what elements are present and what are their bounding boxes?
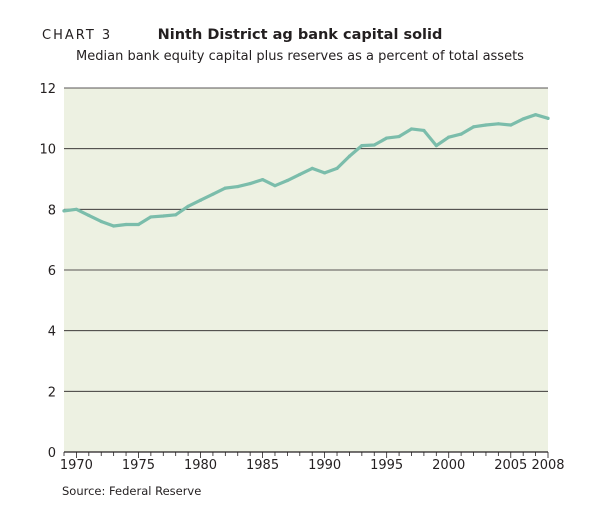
data-point	[335, 166, 339, 170]
data-point	[149, 215, 153, 219]
data-point	[99, 219, 103, 224]
data-point	[447, 135, 451, 139]
data-point	[509, 123, 513, 127]
y-tick-label: 6	[48, 264, 56, 279]
data-point	[422, 128, 426, 133]
data-point	[347, 154, 352, 158]
data-point	[360, 144, 364, 148]
chart-subtitle: Median bank equity capital plus reserves…	[76, 49, 524, 64]
data-point	[161, 214, 165, 218]
data-point	[372, 143, 376, 147]
data-point	[87, 213, 91, 217]
chart-number: CHART 3	[42, 28, 112, 43]
x-axis-ticks	[63, 452, 549, 458]
data-point	[124, 222, 128, 227]
y-tick-label: 0	[48, 446, 56, 461]
data-point	[174, 213, 178, 217]
gridlines	[64, 87, 548, 392]
data-point	[409, 127, 414, 131]
x-tick-label: 1985	[246, 458, 279, 473]
data-point	[223, 186, 227, 190]
data-point	[136, 222, 141, 227]
data-point	[273, 184, 277, 188]
data-point	[471, 125, 476, 129]
data-point	[323, 171, 327, 175]
data-point	[496, 122, 500, 126]
x-tick-label: 2005	[494, 458, 527, 473]
source-note: Source: Federal Reserve	[62, 484, 201, 498]
series-layer	[62, 113, 550, 228]
data-point	[434, 144, 438, 148]
y-tick-label: 10	[39, 143, 56, 158]
x-tick-label: 1980	[184, 458, 217, 473]
series-line	[62, 113, 550, 228]
data-point	[310, 166, 314, 170]
data-point	[112, 224, 116, 228]
x-tick-label: 1995	[370, 458, 403, 473]
data-point	[62, 209, 66, 213]
data-point	[285, 178, 289, 183]
data-point	[385, 136, 389, 140]
x-tick-label: 2000	[432, 458, 465, 473]
y-axis-labels: 0 2 4 6 8 10 12	[39, 82, 56, 461]
data-point	[211, 192, 215, 196]
data-point	[459, 132, 463, 136]
x-tick-label: 1970	[60, 458, 93, 473]
data-point	[186, 204, 190, 208]
chart-title: Ninth District ag bank capital solid	[158, 27, 443, 43]
x-axis-labels: 1970 1975 1980 1985 1990 1995 2000 2005 2008	[60, 458, 565, 473]
data-point	[248, 181, 252, 186]
y-tick-label: 2	[48, 385, 56, 400]
y-tick-label: 12	[39, 82, 56, 97]
y-tick-label: 8	[48, 203, 56, 218]
data-point	[521, 117, 525, 121]
data-point	[533, 113, 538, 117]
data-point	[298, 172, 302, 177]
data-point	[236, 184, 240, 189]
data-point	[397, 134, 401, 139]
data-point	[546, 116, 550, 120]
data-point	[198, 198, 203, 202]
x-tick-label: 2008	[531, 458, 564, 473]
data-point	[260, 178, 265, 182]
x-tick-label: 1990	[308, 458, 341, 473]
y-tick-label: 4	[48, 325, 56, 340]
data-point	[74, 207, 79, 211]
x-tick-label: 1975	[122, 458, 155, 473]
data-point	[484, 123, 488, 127]
